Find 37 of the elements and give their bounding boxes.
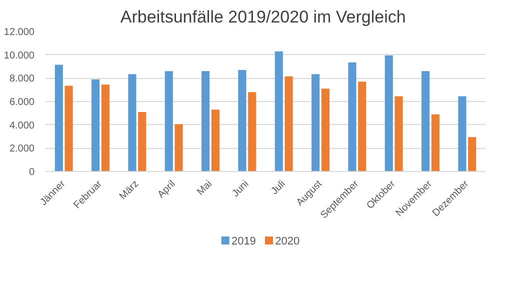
legend-label: 2019 (231, 236, 256, 248)
bar (54, 64, 63, 172)
bar (202, 71, 210, 172)
y-tick-label: 6.000 (9, 97, 35, 108)
bar (238, 70, 246, 172)
bar (164, 71, 173, 172)
bar (312, 74, 320, 172)
bar (348, 62, 356, 172)
y-tick-label: 8.000 (9, 74, 35, 85)
chart-title: Arbeitsunfälle 2019/2020 im Vergleich (120, 8, 406, 26)
bar (128, 74, 136, 172)
bar (458, 96, 466, 172)
y-tick-label: 12.000 (4, 27, 35, 38)
y-tick-label: 0 (28, 167, 35, 178)
y-tick-label: 10.000 (4, 50, 35, 62)
bar (138, 112, 146, 172)
bar (248, 92, 256, 172)
bar (92, 79, 100, 172)
bar (101, 84, 110, 172)
bar (321, 88, 330, 172)
bar (284, 76, 293, 172)
bar (64, 86, 73, 172)
x-tick-label: Mai (195, 178, 214, 198)
legend-label: 2020 (275, 236, 300, 248)
x-tick-label: Juli (269, 178, 288, 197)
bar (468, 137, 476, 172)
y-tick-label: 2.000 (9, 144, 35, 155)
bar (358, 82, 366, 172)
bar (174, 124, 183, 172)
bar (394, 96, 403, 172)
y-tick-label: 4.000 (9, 120, 35, 132)
bar (431, 114, 440, 172)
bar (384, 55, 393, 172)
x-tick-label: Juni (230, 178, 252, 200)
bar (422, 71, 430, 172)
bar (274, 51, 283, 172)
bar (211, 110, 220, 172)
